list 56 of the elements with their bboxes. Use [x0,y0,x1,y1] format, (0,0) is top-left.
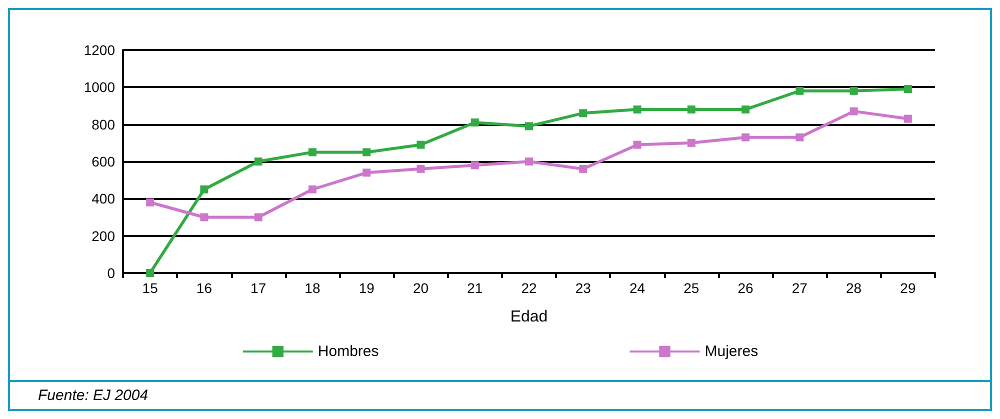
point [796,86,804,95]
x-tick-label: 29 [900,280,916,296]
point [687,138,696,147]
point [633,140,642,149]
point [904,85,912,94]
point [416,164,425,173]
point [687,105,696,114]
point [470,118,479,126]
point [796,133,804,142]
x-tick-label: 18 [304,280,320,296]
x-tick-label: 22 [521,280,537,296]
x-tick-label: 16 [196,280,212,296]
y-tick-label: 200 [92,228,116,244]
source-note: Fuente: EJ 2004 [38,387,148,404]
x-tick-label: 20 [412,280,429,296]
point [742,133,750,142]
point [254,158,262,166]
point [146,198,154,206]
y-tick-label: 1200 [84,42,116,58]
point [200,185,208,194]
x-tick-label: 23 [575,280,592,296]
y-tick-label: 600 [92,154,116,170]
point [146,269,154,277]
point [904,114,912,123]
legend-label: Hombres [318,343,379,360]
legend-label: Mujeres [704,343,758,360]
point [579,109,588,118]
point [362,168,371,177]
point [525,158,533,166]
point [525,122,533,130]
point [254,213,262,222]
x-tick-label: 28 [846,280,862,296]
x-tick-label: 27 [792,280,808,296]
x-axis-title: Edad [510,308,548,326]
point [308,148,316,156]
x-tick-label: 19 [358,280,375,296]
point [470,161,479,170]
y-tick-label: 0 [107,265,116,281]
x-tick-label: 17 [250,280,266,296]
point [416,140,425,149]
point [362,148,371,156]
point [579,164,588,173]
point [850,86,858,95]
point [200,213,208,222]
x-tick-label: 21 [467,280,483,296]
x-tick-label: 24 [629,280,646,296]
x-tick-label: 25 [684,280,700,296]
x-tick-label: 26 [738,280,754,296]
y-tick-label: 800 [92,116,116,132]
point [308,185,316,194]
y-tick-label: 1000 [84,79,116,96]
point [850,107,858,116]
x-tick-label: 15 [142,280,158,296]
y-tick-label: 400 [92,190,116,207]
point [742,105,750,114]
point [633,105,642,114]
